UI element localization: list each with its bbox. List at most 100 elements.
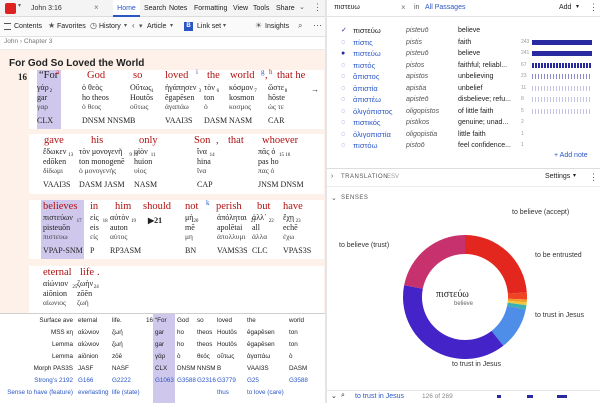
- chevron-down-icon[interactable]: ▾: [124, 23, 128, 29]
- interlinear-cell[interactable]: thus: [217, 389, 229, 396]
- link-set-badge[interactable]: B: [184, 22, 193, 31]
- greek-lemma[interactable]: πιστεύω: [353, 26, 381, 35]
- morph-code[interactable]: VPAS3S: [283, 246, 312, 255]
- menu-tools[interactable]: Tools: [253, 5, 270, 12]
- search-icon[interactable]: ⌕: [298, 21, 303, 30]
- english-word[interactable]: that he: [277, 70, 306, 81]
- interlinear-cell[interactable]: ζωή: [112, 329, 123, 336]
- crossref-marker[interactable]: g: [261, 68, 265, 76]
- sense-label[interactable]: to be entrusted: [535, 252, 582, 259]
- lemma[interactable]: ἀλλα: [252, 232, 268, 241]
- lemma[interactable]: οὕτως: [130, 102, 149, 111]
- greek-word[interactable]: κόσμον: [229, 83, 254, 92]
- donut-slice[interactable]: [507, 302, 527, 310]
- search-input[interactable]: πιστευω: [334, 4, 360, 11]
- donut-slice[interactable]: [491, 305, 526, 346]
- lemma[interactable]: ὁ: [204, 102, 208, 111]
- insights-button[interactable]: Insights: [265, 23, 290, 30]
- lemma[interactable]: αὐτος: [110, 232, 128, 241]
- interlinear-cell[interactable]: ton: [289, 341, 298, 348]
- english-word[interactable]: in: [90, 201, 99, 212]
- menu-search[interactable]: Search: [144, 5, 167, 12]
- english-word[interactable]: him: [115, 201, 132, 212]
- interlinear-cell[interactable]: γάρ: [155, 353, 166, 360]
- greek-lemma[interactable]: πίστις: [353, 37, 373, 47]
- interlinear-cell[interactable]: ὁ: [177, 353, 181, 360]
- english-word[interactable]: whoever: [262, 135, 299, 146]
- word-list-item[interactable]: ◌ πιστόω pistoō feel confidence... 1: [327, 140, 600, 151]
- more-horizontal-icon[interactable]: ⋯: [313, 20, 322, 30]
- search-icon[interactable]: ⌕: [341, 392, 345, 399]
- interlinear-cell[interactable]: DASM: [289, 365, 308, 372]
- settings-button[interactable]: Settings: [545, 173, 571, 180]
- morph-code[interactable]: NASM: [134, 180, 158, 189]
- lemma[interactable]: αἰωνιος: [43, 298, 67, 307]
- greek-word[interactable]: ἠγάπησεν: [165, 83, 197, 92]
- interlinear-cell[interactable]: NASF: [112, 365, 129, 372]
- word-list-item[interactable]: ◌ πίστις pistis faith 243: [327, 37, 600, 48]
- transliteration[interactable]: Houtōs: [130, 93, 154, 102]
- interlinear-cell[interactable]: so: [197, 317, 204, 324]
- donut-slice[interactable]: [465, 235, 527, 294]
- greek-word[interactable]: αἰώνιον: [43, 279, 68, 288]
- interlinear-cell[interactable]: JASF: [78, 365, 94, 372]
- crossref-marker[interactable]: h: [269, 68, 273, 76]
- lemma[interactable]: ἐχω: [283, 232, 295, 241]
- link-set-button[interactable]: Link set: [197, 23, 222, 30]
- breadcrumb-text[interactable]: John › Chapter 3: [4, 38, 53, 45]
- greek-lemma[interactable]: ἀπιστέω: [353, 95, 381, 104]
- lemma[interactable]: εἰς: [90, 232, 99, 241]
- interlinear-cell[interactable]: θεός: [197, 353, 210, 360]
- english-word[interactable]: loved: [165, 70, 189, 81]
- lemma[interactable]: υἱος: [134, 166, 147, 175]
- lemma[interactable]: ἵνα: [197, 166, 207, 175]
- transliteration[interactable]: zōēn: [77, 289, 93, 298]
- expand-icon[interactable]: ◌: [341, 61, 346, 69]
- interlinear-cell[interactable]: οὕτως: [217, 353, 235, 360]
- english-word[interactable]: only: [139, 135, 158, 146]
- greek-word[interactable]: Οὕτως: [130, 83, 152, 92]
- sense-label[interactable]: to trust in Jesus: [535, 312, 585, 319]
- expand-icon[interactable]: ●: [341, 50, 346, 57]
- expand-icon[interactable]: ◌: [341, 73, 346, 80]
- history-button[interactable]: History: [99, 23, 121, 30]
- favorites-button[interactable]: Favorites: [57, 23, 86, 30]
- greek-word[interactable]: εἰς: [90, 213, 99, 222]
- word-list-item[interactable]: ◌ πιστός pistos faithful; reliabl... 67: [327, 60, 600, 71]
- interlinear-cell[interactable]: αἰώνιον: [78, 341, 100, 348]
- transliteration[interactable]: hina: [197, 157, 211, 166]
- transliteration[interactable]: pisteuōn: [43, 223, 71, 232]
- interlinear-cell[interactable]: to love (care): [247, 389, 284, 396]
- interlinear-cell[interactable]: theos: [197, 341, 213, 348]
- chevron-down-icon[interactable]: ▾: [576, 4, 580, 10]
- greek-lemma[interactable]: πιστεύω: [353, 49, 381, 58]
- sense-label[interactable]: to trust in Jesus: [452, 361, 502, 368]
- english-word[interactable]: God: [87, 70, 106, 81]
- interlinear-cell[interactable]: ēgapēsen: [247, 341, 275, 348]
- greek-word[interactable]: ὥστε: [268, 83, 285, 92]
- arrow-marker[interactable]: ▶21: [148, 216, 163, 225]
- interlinear-cell[interactable]: “For: [155, 317, 167, 324]
- more-vertical-icon[interactable]: ⋮: [313, 2, 322, 12]
- interlinear-cell[interactable]: G2316: [197, 377, 216, 384]
- check-icon[interactable]: ✓: [341, 27, 347, 34]
- contents-icon[interactable]: [4, 23, 11, 30]
- english-word[interactable]: Son: [194, 135, 211, 146]
- interlinear-cell[interactable]: ton: [289, 329, 298, 336]
- greek-word[interactable]: ὁ θεὸς: [82, 83, 103, 92]
- chevron-down-icon[interactable]: ⌄: [299, 4, 305, 11]
- interlinear-cell[interactable]: eternal: [78, 317, 98, 324]
- word-list-item[interactable]: ◌ ἀπιστέω apisteō disbelieve; refu... 8: [327, 94, 600, 105]
- pane-divider[interactable]: [325, 0, 327, 403]
- lemma[interactable]: δίδωμι: [43, 166, 64, 175]
- english-word[interactable]: his: [91, 135, 104, 146]
- interlinear-cell[interactable]: ἀγαπάω: [247, 353, 271, 360]
- donut-slice[interactable]: [403, 285, 504, 359]
- interlinear-cell[interactable]: G1063: [155, 377, 174, 384]
- donut-slice[interactable]: [507, 298, 527, 303]
- expand-icon[interactable]: ◌: [341, 142, 346, 149]
- english-word[interactable]: perish: [216, 201, 242, 212]
- english-word[interactable]: “For: [39, 70, 59, 81]
- sense-label[interactable]: to believe (trust): [339, 242, 390, 249]
- english-word[interactable]: ,: [216, 135, 219, 146]
